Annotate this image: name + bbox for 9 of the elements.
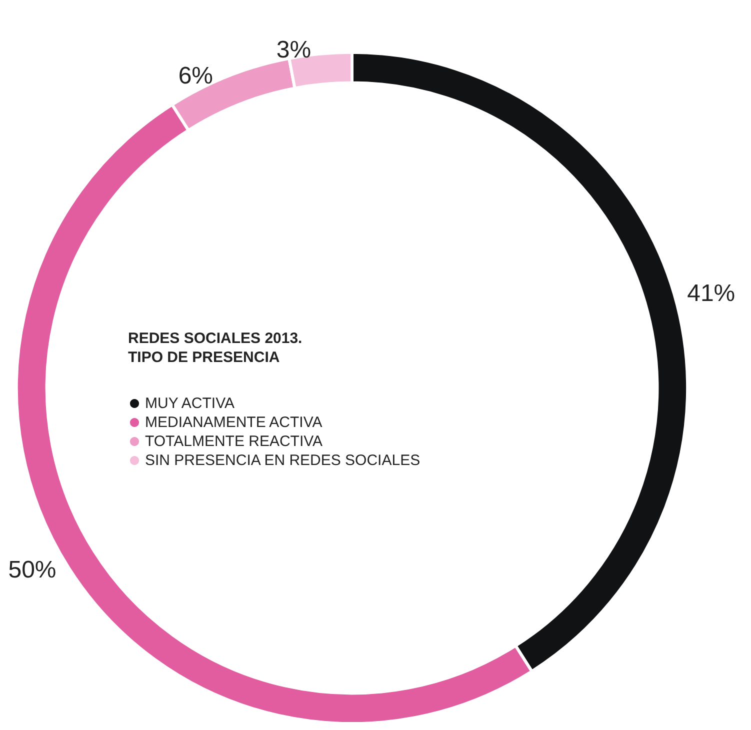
- legend-label: MUY ACTIVA: [145, 395, 234, 412]
- legend-label: TOTALMENTE REACTIVA: [145, 433, 323, 450]
- data-label: 50%: [8, 556, 56, 584]
- data-label: 6%: [178, 62, 214, 90]
- data-label: 3%: [276, 36, 312, 64]
- legend-label: MEDIANAMENTE ACTIVA: [145, 414, 322, 431]
- data-label: 41%: [687, 280, 736, 307]
- legend-label: SIN PRESENCIA EN REDES SOCIALES: [145, 452, 420, 469]
- text: REDES SOCIALES 2013. TIPO DE PRESENCIA: [128, 330, 302, 366]
